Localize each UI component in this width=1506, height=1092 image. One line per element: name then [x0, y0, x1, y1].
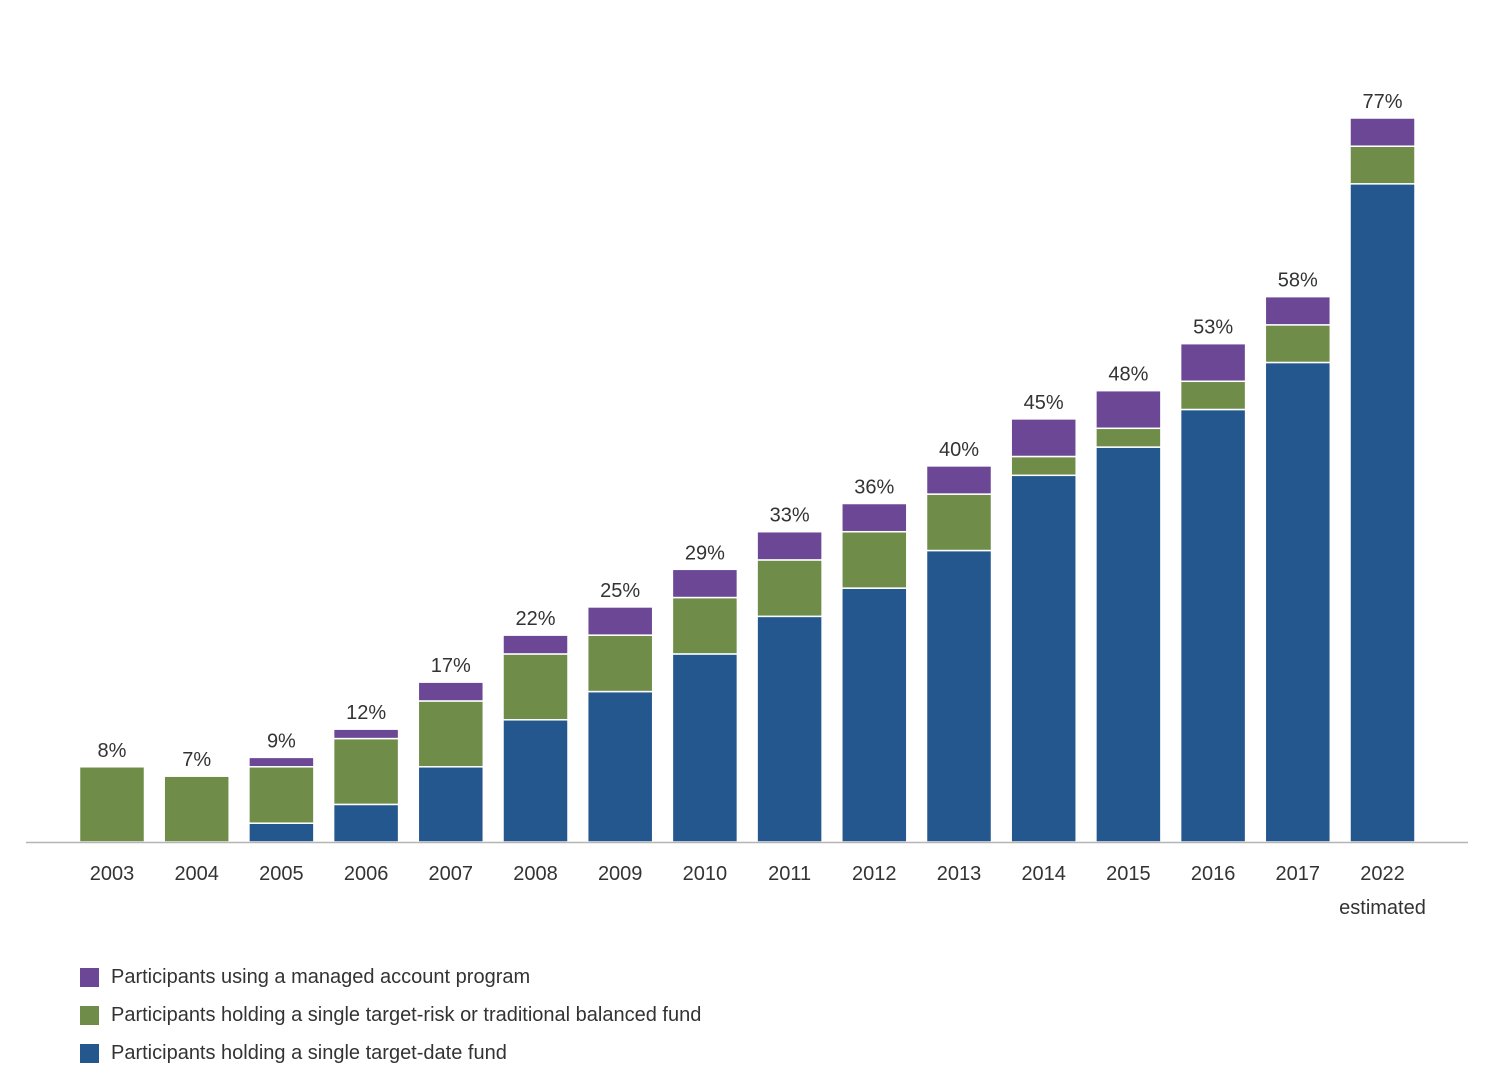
legend-swatch-target-risk — [80, 1005, 99, 1025]
x-tick-label-2005: 2005 — [259, 863, 304, 885]
legend-swatch-target-date — [80, 1043, 99, 1063]
x-tick-label-2013: 2013 — [937, 863, 982, 885]
legend-item-managed-account: Participants using a managed account pro… — [80, 958, 701, 996]
bar-segment-2009-series-2 — [586, 606, 654, 636]
x-tick-label-2014: 2014 — [1021, 863, 1066, 885]
total-label-2014: 45% — [1024, 392, 1064, 414]
stacked-bar-chart: 8% 2003 7% 2004 9% 2005 12% 2006 17% 2007 22% 2008 2… — [26, 91, 1468, 919]
x-tick-label-2009: 2009 — [598, 863, 643, 885]
x-tick-label-2003: 2003 — [90, 863, 135, 885]
bar-segment-2009-series-0 — [586, 690, 654, 843]
bar-segment-2007-series-0 — [417, 766, 485, 843]
total-label-2011: 33% — [770, 505, 810, 527]
x-tick-label-2016: 2016 — [1191, 863, 1236, 885]
bar-segment-2003-series-1 — [78, 766, 146, 843]
bar-segment-2008-series-1 — [502, 653, 569, 721]
legend-item-target-risk: Participants holding a single target-ris… — [80, 996, 701, 1034]
bar-segment-2014-series-0 — [1010, 474, 1077, 843]
total-label-2013: 40% — [939, 439, 979, 461]
bar-segment-2004-series-1 — [163, 775, 230, 843]
bar-segment-2010-series-2 — [671, 568, 739, 599]
x-tick-label-2015: 2015 — [1106, 863, 1151, 885]
total-label-2009: 25% — [600, 580, 640, 602]
bar-segment-2017-series-0 — [1264, 361, 1332, 843]
x-tick-label-2017: 2017 — [1276, 863, 1321, 885]
total-label-2015: 48% — [1108, 364, 1148, 386]
legend-label-managed-account: Participants using a managed account pro… — [111, 965, 531, 988]
total-label-2003: 8% — [98, 740, 127, 762]
bar-segment-2009-series-1 — [586, 634, 654, 693]
bar-segment-2017-series-2 — [1264, 295, 1332, 326]
bar-segment-2017-series-1 — [1264, 324, 1332, 364]
bar-segment-2006-series-0 — [332, 803, 400, 843]
legend-label-target-risk: Participants holding a single target-ris… — [111, 1003, 702, 1026]
bar-segment-2016-series-1 — [1179, 380, 1247, 411]
bar-segment-2007-series-2 — [417, 681, 485, 702]
total-label-2005: 9% — [267, 730, 296, 752]
x-tick-label-2004: 2004 — [174, 863, 219, 885]
total-label-2010: 29% — [685, 542, 725, 564]
total-label-2017: 58% — [1278, 270, 1318, 292]
x-tick-label-2008: 2008 — [513, 863, 558, 885]
total-label-2004: 7% — [182, 749, 211, 771]
bar-segment-2008-series-2 — [502, 634, 569, 655]
bar-segment-2011-series-0 — [756, 615, 823, 843]
bar-segment-2006-series-1 — [332, 737, 400, 806]
bar-segment-2006-series-2 — [332, 728, 400, 740]
bar-segment-2010-series-0 — [671, 653, 739, 843]
legend: Participants using a managed account pro… — [80, 958, 701, 1072]
total-label-2006: 12% — [346, 702, 386, 724]
bar-segment-2005-series-1 — [248, 766, 315, 824]
x-tick-label-2022: 2022 — [1360, 863, 1405, 885]
total-label-2012: 36% — [854, 477, 894, 499]
x-tick-label-2006: 2006 — [344, 863, 389, 885]
bar-segment-2016-series-0 — [1179, 408, 1247, 843]
bar-segment-2012-series-0 — [841, 587, 908, 843]
x-tick-label-2011: 2011 — [768, 863, 811, 885]
total-label-2022: 77% — [1362, 91, 1402, 113]
bar-segment-2015-series-2 — [1095, 389, 1162, 430]
bar-segment-2013-series-2 — [925, 465, 993, 495]
bar-segment-2011-series-1 — [756, 559, 823, 618]
total-label-2007: 17% — [431, 655, 471, 677]
bar-segment-2010-series-1 — [671, 596, 739, 655]
bar-segment-2005-series-2 — [248, 756, 315, 768]
legend-label-target-date: Participants holding a single target-dat… — [111, 1041, 507, 1064]
bar-segment-2013-series-1 — [925, 493, 993, 552]
bar-segment-2016-series-2 — [1179, 342, 1247, 383]
bar-segment-2011-series-2 — [756, 530, 823, 561]
bar-segment-2007-series-1 — [417, 700, 485, 768]
bar-segment-2005-series-0 — [248, 822, 315, 843]
bar-segment-2013-series-0 — [925, 549, 993, 843]
bar-segment-2015-series-0 — [1095, 446, 1162, 843]
bar-segment-2008-series-0 — [502, 719, 569, 843]
legend-swatch-managed-account — [80, 967, 99, 987]
bar-segment-2014-series-2 — [1010, 418, 1077, 458]
bar-segment-2022-series-2 — [1349, 117, 1416, 147]
total-label-2016: 53% — [1193, 317, 1233, 339]
bar-segment-2012-series-1 — [841, 530, 908, 589]
legend-item-target-date: Participants holding a single target-dat… — [80, 1034, 701, 1072]
x-tick-sublabel-2022: estimated — [1339, 897, 1426, 919]
x-tick-label-2007: 2007 — [429, 863, 474, 885]
bar-segment-2022-series-0 — [1349, 183, 1416, 843]
x-tick-label-2010: 2010 — [683, 863, 728, 885]
total-label-2008: 22% — [515, 608, 555, 630]
x-tick-label-2012: 2012 — [852, 863, 897, 885]
bar-segment-2015-series-1 — [1095, 427, 1162, 448]
bar-segment-2022-series-1 — [1349, 145, 1416, 185]
bar-segment-2014-series-1 — [1010, 455, 1077, 477]
bar-segment-2012-series-2 — [841, 502, 908, 533]
